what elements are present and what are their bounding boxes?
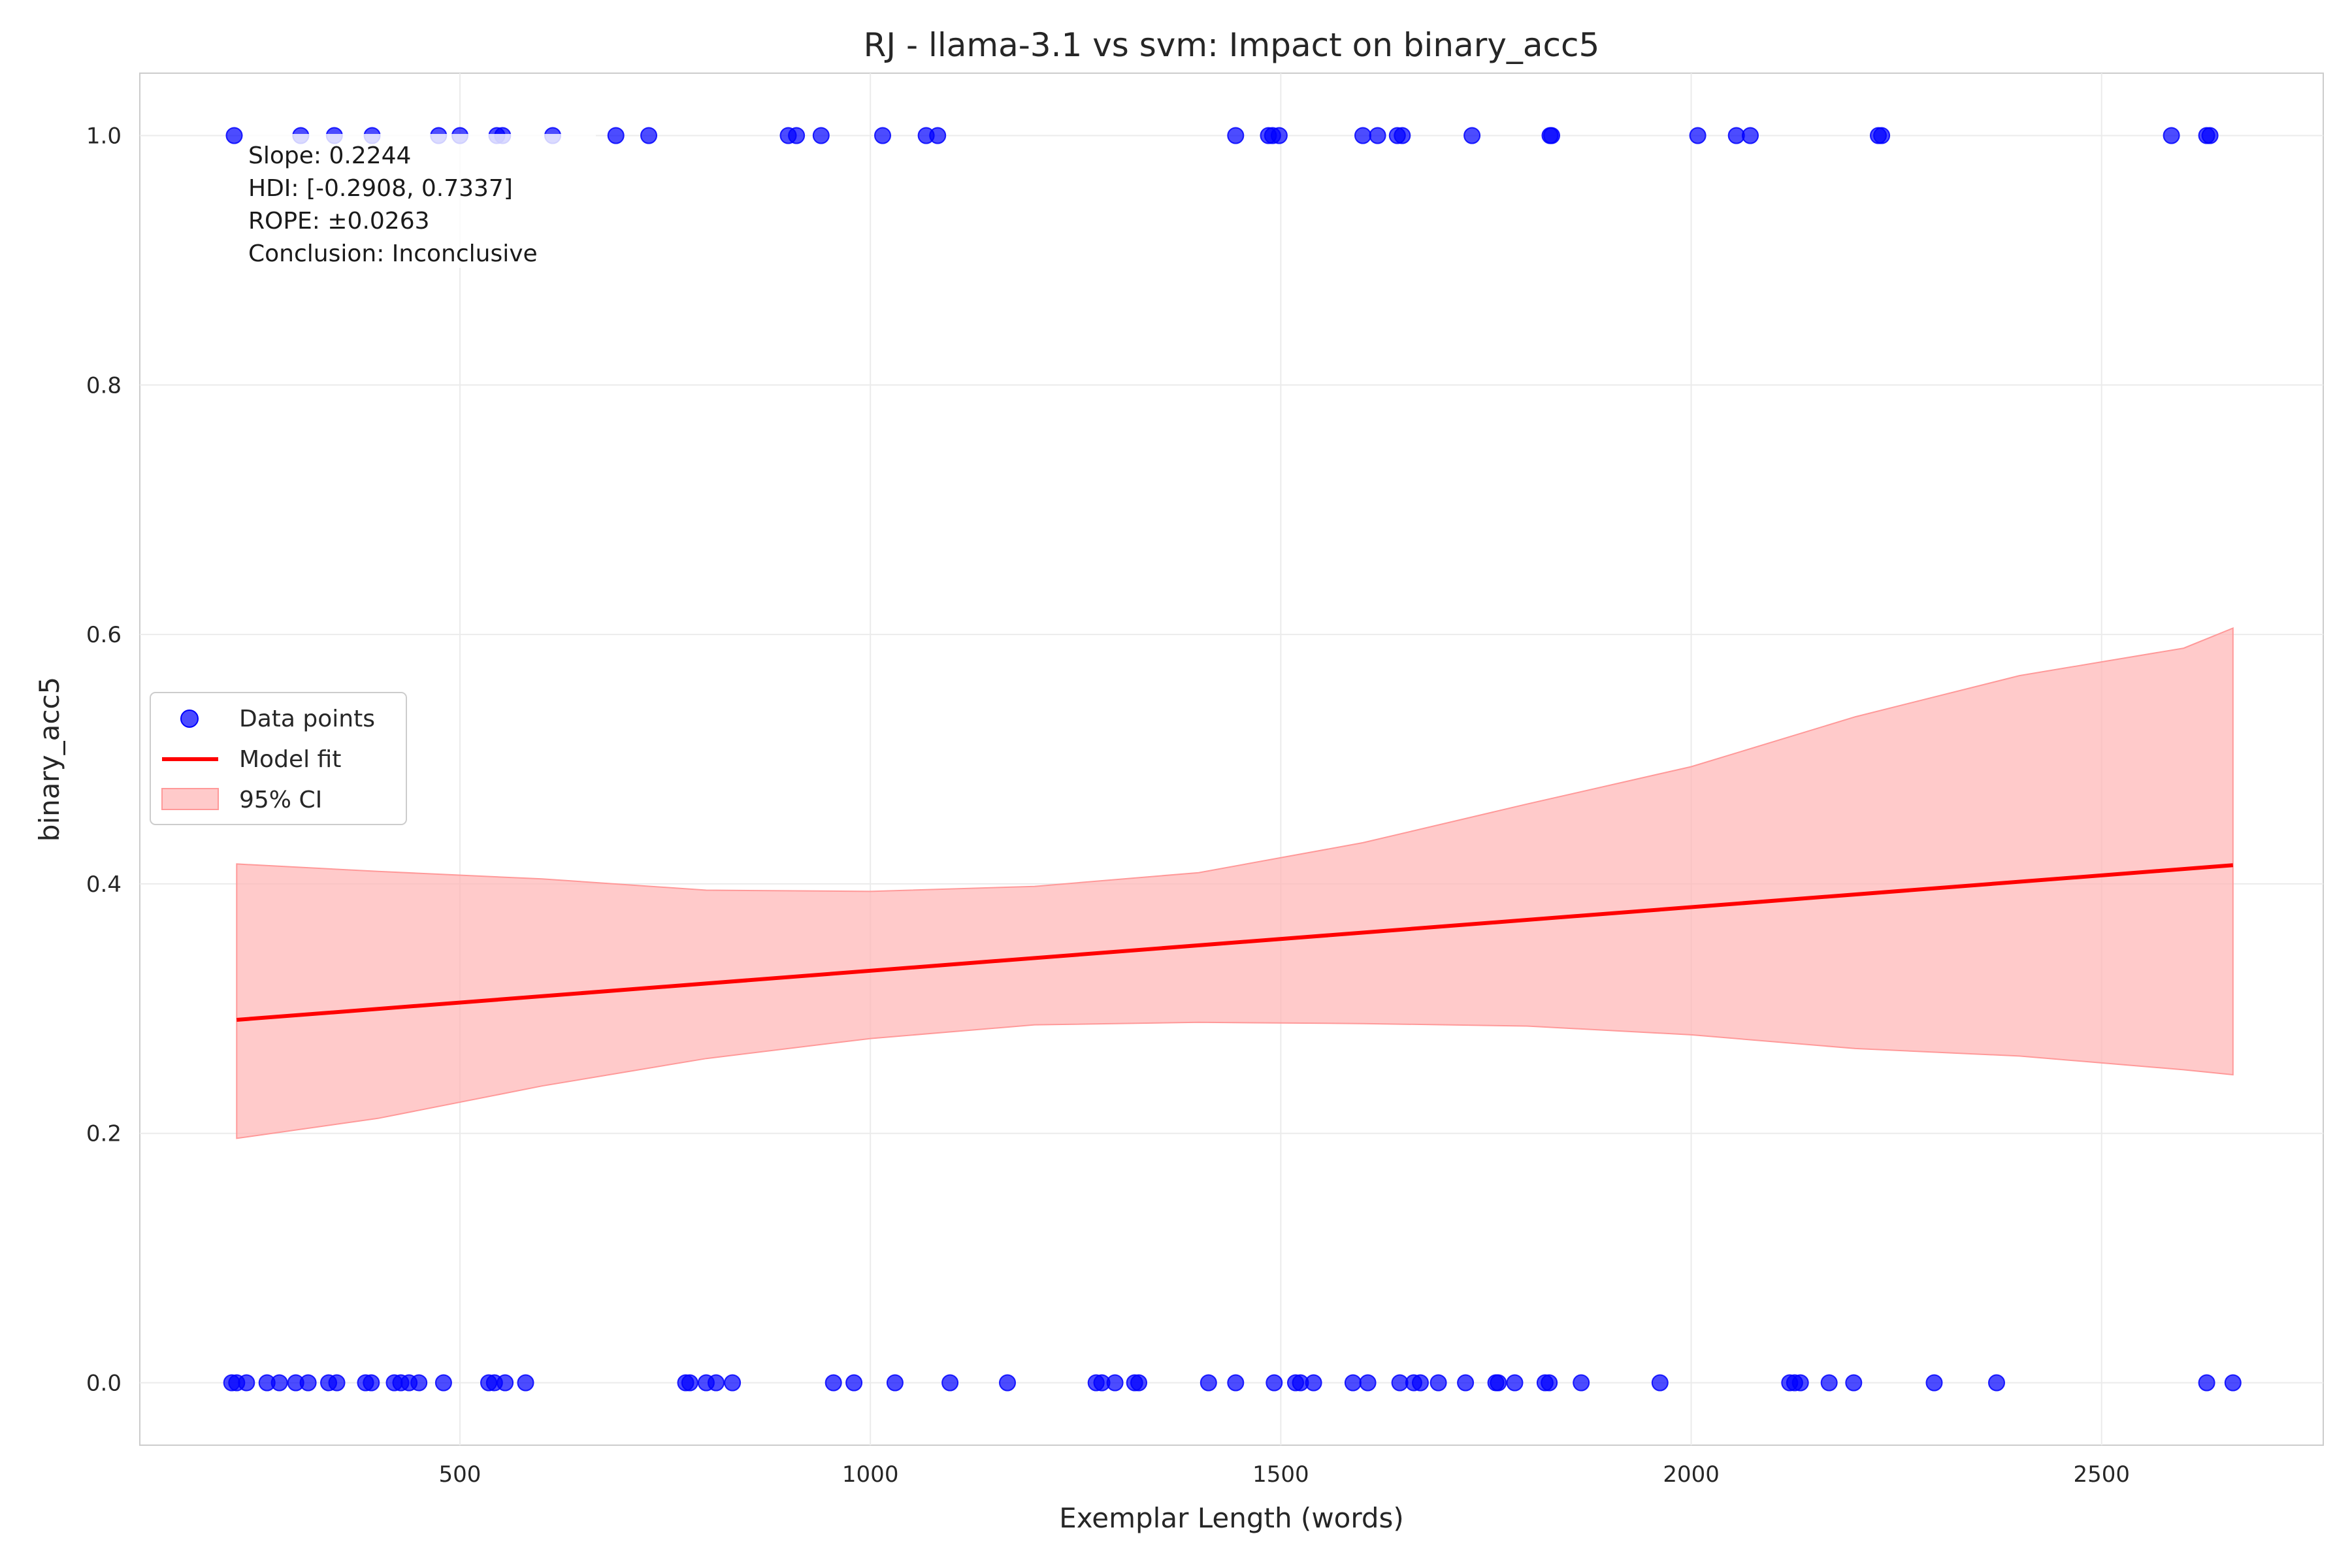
data-point [299, 1374, 317, 1392]
x-axis-label: Exemplar Length (words) [1059, 1502, 1404, 1534]
x-axis-ticks: 500 1000 1500 2000 2500 [439, 1462, 2131, 1488]
stats-annotation-background [243, 134, 596, 268]
data-point [1543, 127, 1560, 144]
data-point [1490, 1374, 1507, 1392]
legend-marker-data-points [180, 710, 199, 728]
data-point [1369, 127, 1386, 144]
data-point [1106, 1374, 1124, 1392]
data-point [1573, 1374, 1590, 1392]
legend-label-model-fit: Model fit [239, 746, 341, 773]
data-point [1845, 1374, 1863, 1392]
data-point [2198, 1374, 2215, 1392]
data-point [607, 127, 625, 144]
data-point [825, 1374, 842, 1392]
data-point [1541, 1374, 1558, 1392]
y-tick-label: 0.4 [86, 872, 122, 898]
plot-area [139, 73, 2324, 1446]
data-point [1200, 1374, 1217, 1392]
data-point [1354, 127, 1371, 144]
data-point [724, 1374, 742, 1392]
data-point [2224, 1374, 2242, 1392]
y-tick-label: 0.6 [86, 622, 122, 648]
x-tick-label: 2500 [2074, 1462, 2131, 1488]
data-point [328, 1374, 346, 1392]
data-point [1359, 1374, 1377, 1392]
data-point [1742, 127, 1759, 144]
stats-slope: Slope: 0.2244 [248, 142, 411, 169]
data-point [886, 1374, 904, 1392]
data-point [225, 127, 243, 144]
legend: Data points Model fit 95% CI [150, 692, 407, 825]
data-point [929, 127, 947, 144]
data-point [1429, 1374, 1447, 1392]
legend-label-ci: 95% CI [239, 787, 322, 813]
data-point [1463, 127, 1481, 144]
ci-layer [236, 627, 2234, 1139]
data-point [1412, 1374, 1429, 1392]
data-point [941, 1374, 959, 1392]
y-tick-label: 0.8 [86, 372, 122, 399]
stats-rope: ROPE: ±0.0263 [248, 208, 430, 235]
y-axis-label: binary_acc5 [33, 677, 65, 841]
y-tick-label: 0.2 [86, 1121, 122, 1147]
stats-conclusion: Conclusion: Inconclusive [248, 240, 538, 267]
data-point [640, 127, 657, 144]
y-axis-ticks: 0.0 0.2 0.4 0.6 0.8 1.0 [86, 123, 122, 1396]
model-fit-line [237, 863, 2234, 1022]
points-layer [223, 127, 2242, 1392]
data-point [999, 1374, 1016, 1392]
data-point [1305, 1374, 1322, 1392]
data-point [1457, 1374, 1475, 1392]
data-point [1689, 127, 1707, 144]
data-point [708, 1374, 725, 1392]
data-point [1506, 1374, 1524, 1392]
data-point [1651, 1374, 1669, 1392]
data-point [1925, 1374, 1943, 1392]
data-point [410, 1374, 428, 1392]
y-tick-label: 1.0 [86, 123, 122, 149]
y-tick-label: 0.0 [86, 1371, 122, 1397]
data-point [1988, 1374, 2005, 1392]
data-point [845, 1374, 863, 1392]
data-point [1791, 1374, 1809, 1392]
data-point [1130, 1374, 1147, 1392]
x-tick-label: 500 [439, 1462, 482, 1488]
data-point [1344, 1374, 1362, 1392]
x-tick-label: 1500 [1252, 1462, 1309, 1488]
data-point [2201, 127, 2219, 144]
data-point [1266, 1374, 1283, 1392]
data-point [363, 1374, 380, 1392]
chart-title: RJ - llama-3.1 vs svm: Impact on binary_… [864, 26, 1600, 64]
data-point [1394, 127, 1411, 144]
data-point [874, 127, 891, 144]
x-tick-label: 1000 [842, 1462, 899, 1488]
data-point [788, 127, 806, 144]
legend-marker-ci [161, 788, 219, 810]
data-point [1270, 127, 1288, 144]
data-point [517, 1374, 534, 1392]
data-point [1227, 127, 1245, 144]
ci-band [236, 627, 2234, 1139]
fit-layer [237, 863, 2234, 1022]
data-point [434, 1374, 452, 1392]
data-point [1820, 1374, 1838, 1392]
stats-hdi: HDI: [-0.2908, 0.7337] [248, 175, 513, 202]
data-point [812, 127, 830, 144]
data-point [497, 1374, 514, 1392]
legend-label-data-points: Data points [239, 706, 375, 732]
data-point [1227, 1374, 1245, 1392]
data-point [270, 1374, 288, 1392]
data-point [238, 1374, 255, 1392]
x-tick-label: 2000 [1663, 1462, 1720, 1488]
data-point [2163, 127, 2180, 144]
data-point [1873, 127, 1891, 144]
data-point [681, 1374, 698, 1392]
stats-annotation: Slope: 0.2244 HDI: [-0.2908, 0.7337] ROP… [243, 134, 596, 268]
